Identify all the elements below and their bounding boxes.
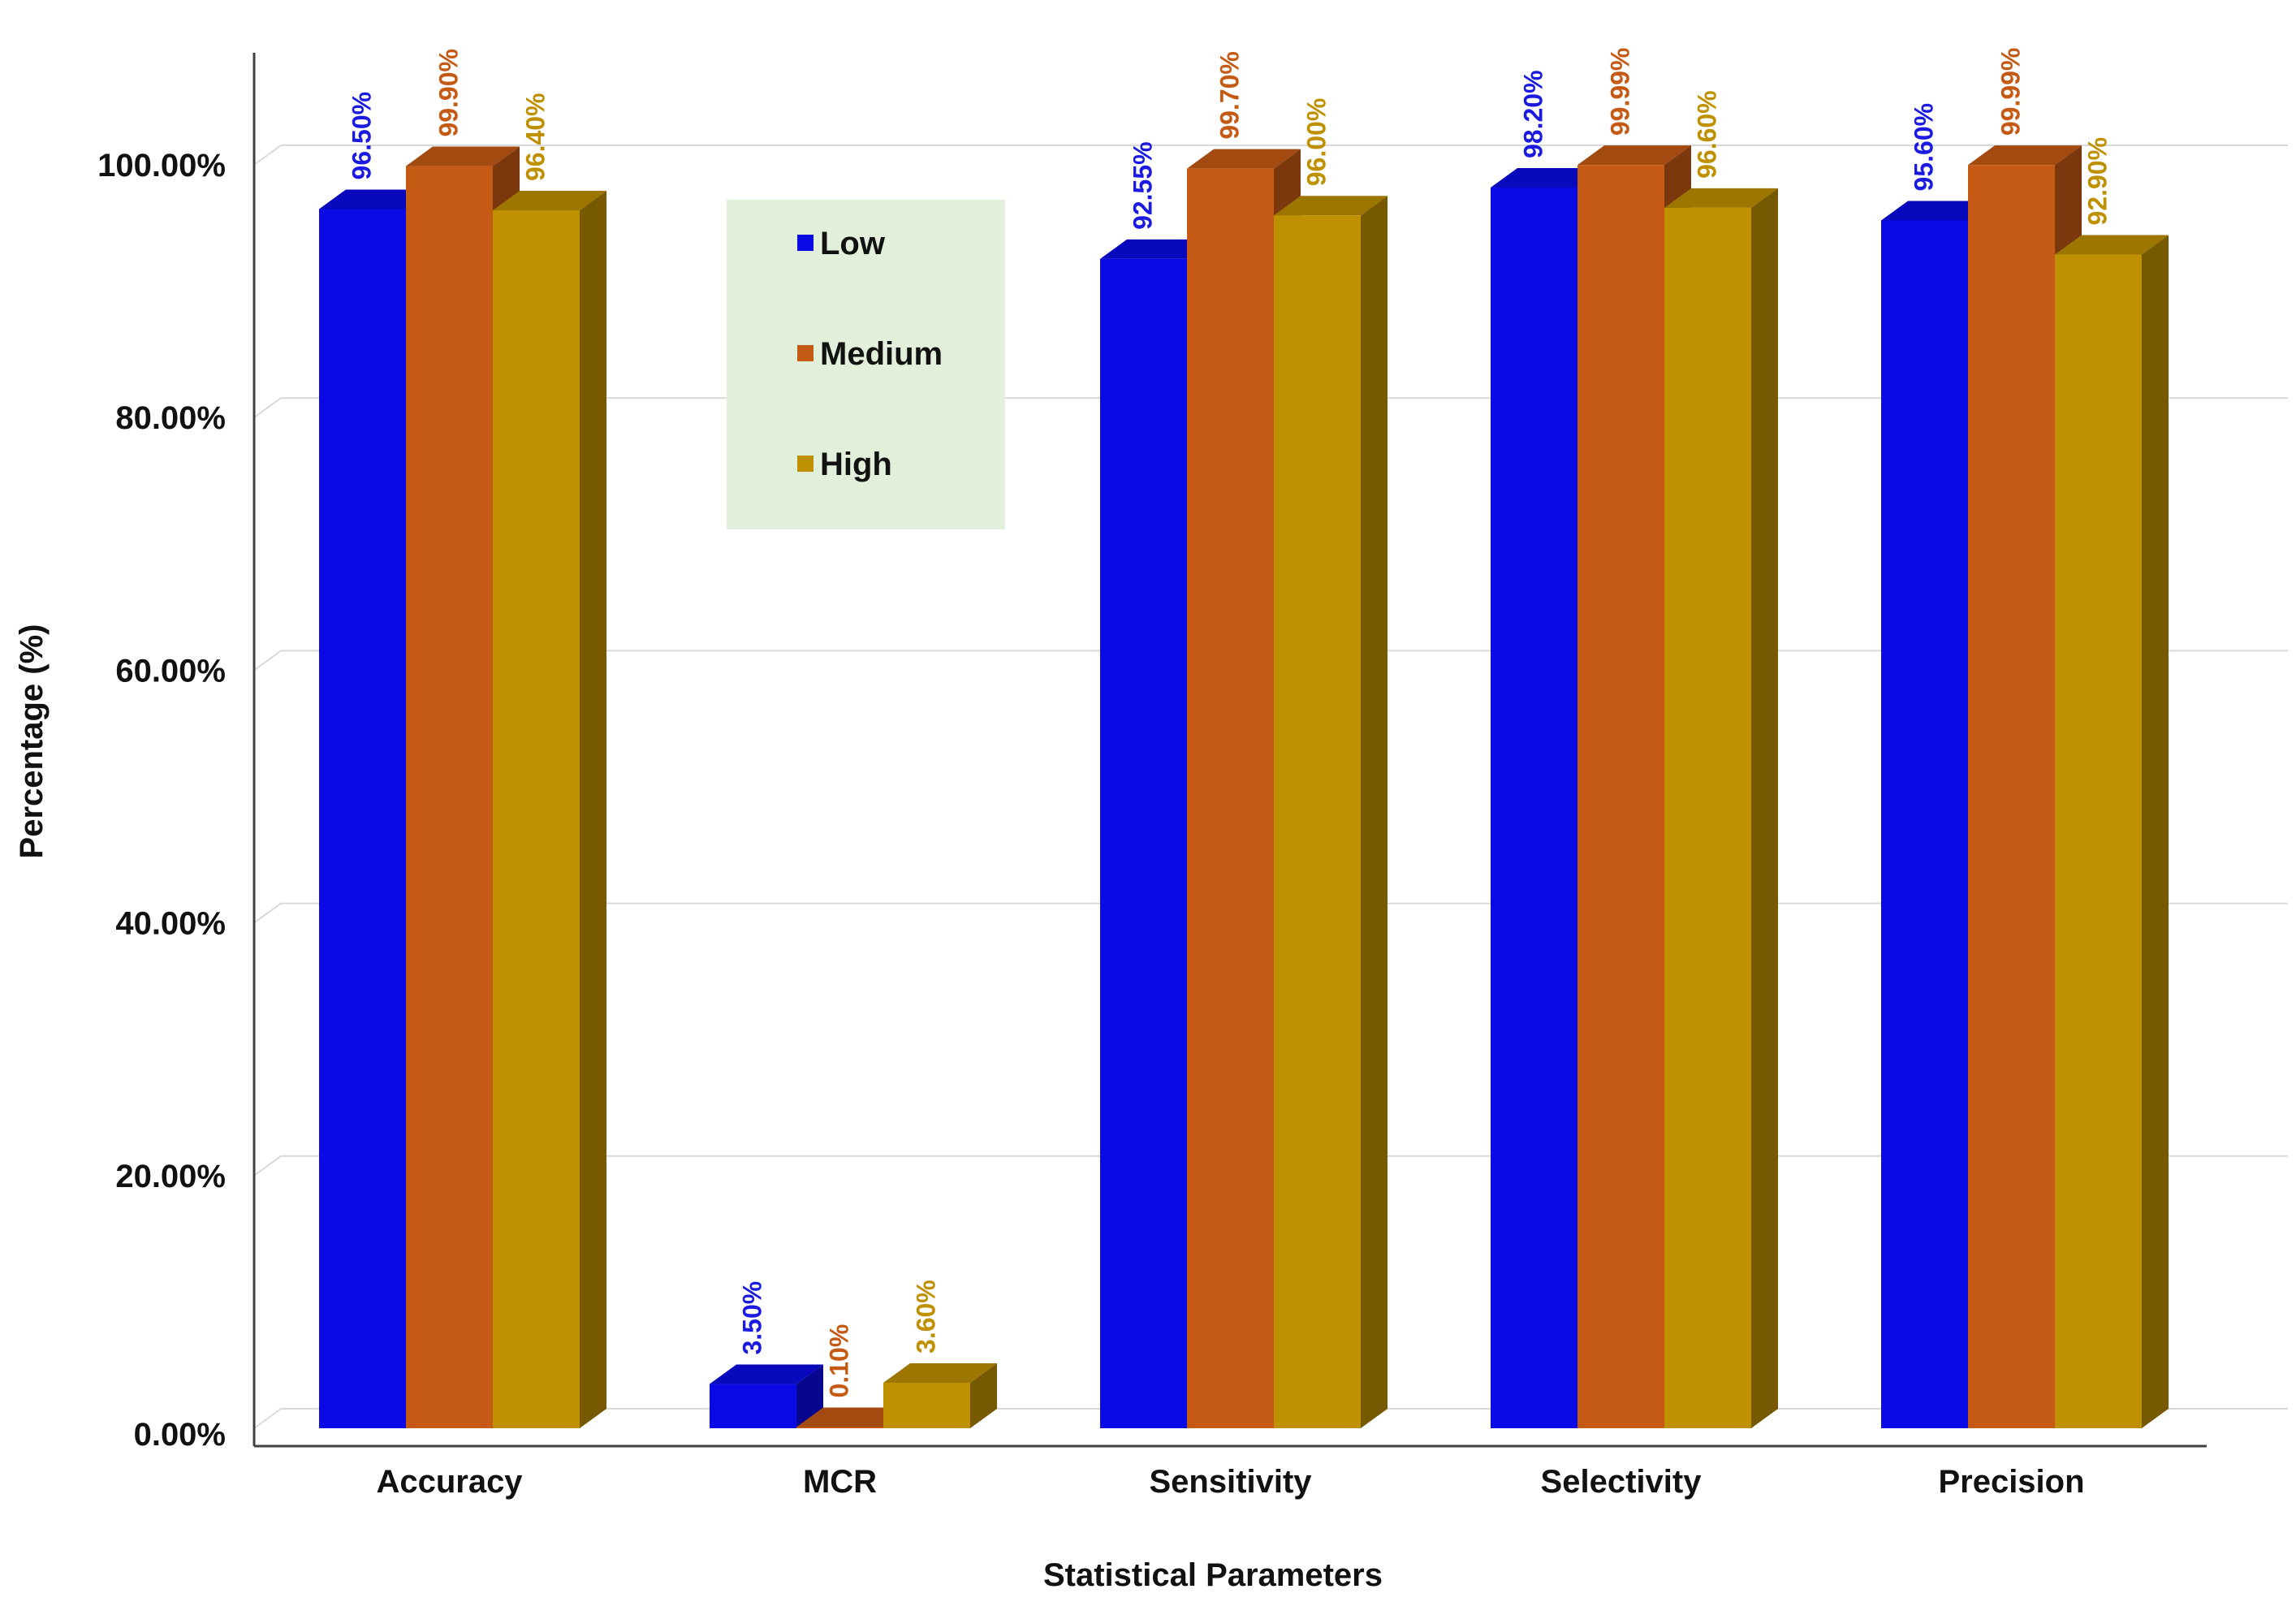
bar-side <box>1751 188 1778 1428</box>
y-tick-label: 20.00% <box>115 1159 226 1194</box>
bar-top <box>1187 149 1301 169</box>
bar-front <box>1664 207 1751 1428</box>
data-label-medium: 99.99% <box>1606 48 1635 136</box>
bar-side <box>970 1362 997 1428</box>
bar-front <box>1100 258 1187 1428</box>
data-label-low: 95.60% <box>1910 103 1939 192</box>
legend-swatch <box>797 456 814 472</box>
bar-front <box>1187 168 1274 1429</box>
bar-front <box>796 1427 883 1428</box>
category-label: Precision <box>1938 1464 2084 1500</box>
legend-label: Medium <box>820 336 943 372</box>
bars <box>319 145 2169 1429</box>
bar-front <box>493 210 580 1428</box>
data-label-medium: 0.10% <box>825 1324 854 1398</box>
legend-label: Low <box>820 226 886 261</box>
legend-items: Low Medium High <box>797 226 943 482</box>
legend-background <box>727 200 1005 529</box>
bar-top <box>1968 145 2082 166</box>
bar-low-mcr <box>710 1364 823 1428</box>
legend-swatch <box>797 345 814 361</box>
bar-front <box>1491 188 1577 1428</box>
bar-top <box>1577 145 1691 166</box>
bar-top <box>1274 196 1388 216</box>
legend-swatch <box>797 235 814 251</box>
bar-top <box>319 189 433 209</box>
bar-high-precision <box>2055 235 2169 1428</box>
bar-top <box>493 191 606 211</box>
data-label-high: 92.90% <box>2083 137 2113 226</box>
bar-side <box>2142 235 2169 1428</box>
y-axis-title: Percentage (%) <box>14 624 50 859</box>
data-label-medium: 99.70% <box>1215 51 1245 140</box>
grid-diagonal <box>253 397 282 419</box>
data-label-high: 3.60% <box>912 1280 941 1354</box>
grid-diagonal <box>253 145 282 166</box>
bar-side <box>580 191 606 1429</box>
axes <box>252 53 2207 1448</box>
bar-top <box>1664 188 1778 208</box>
category-label: Selectivity <box>1541 1464 1703 1500</box>
data-label-high: 96.40% <box>521 93 550 181</box>
bar-top <box>406 146 520 166</box>
bar-front <box>319 209 406 1429</box>
legend: Low Medium High <box>727 200 1005 529</box>
bar-high-mcr <box>883 1362 997 1428</box>
bar-top <box>1881 201 1995 221</box>
bar-side <box>796 1364 823 1428</box>
grid-diagonal <box>253 902 282 924</box>
y-tick-label: 40.00% <box>115 906 226 942</box>
category-labels: Accuracy MCR Sensitivity Selectivity Precisi… <box>376 1464 2084 1500</box>
data-label-medium: 99.90% <box>434 49 464 137</box>
y-tick-label: 60.00% <box>115 653 226 689</box>
y-tick-labels: 0.00% 20.00% 40.00% 60.00% 80.00% 100.00% <box>97 148 226 1453</box>
bar-top <box>1100 239 1214 259</box>
bar-front <box>1274 215 1361 1428</box>
data-label-low: 96.50% <box>347 92 377 180</box>
legend-item-medium: Medium <box>797 336 943 372</box>
bar-top <box>710 1364 823 1384</box>
bar-front <box>710 1384 796 1428</box>
bar-front <box>1881 220 1968 1428</box>
data-label-low: 98.20% <box>1519 70 1548 158</box>
bar-front <box>1577 165 1664 1428</box>
grid-diagonal <box>253 650 282 671</box>
bar-front <box>2055 254 2142 1428</box>
data-label-high: 96.60% <box>1693 90 1722 179</box>
bar-top <box>1491 168 1604 188</box>
bar-top <box>796 1407 910 1427</box>
bar-high-selectivity <box>1664 188 1778 1428</box>
y-tick-label: 0.00% <box>134 1417 226 1453</box>
grid-diagonal <box>253 1408 282 1429</box>
bar-high-sensitivity <box>1274 196 1388 1429</box>
category-label: Accuracy <box>376 1464 523 1500</box>
category-label: Sensitivity <box>1149 1464 1312 1500</box>
bar-front <box>1968 165 2055 1428</box>
data-label-high: 96.00% <box>1302 98 1331 187</box>
legend-label: High <box>820 447 892 482</box>
y-tick-label: 100.00% <box>97 148 226 184</box>
bar-front <box>406 166 493 1428</box>
data-label-low: 92.55% <box>1129 141 1158 230</box>
bar-high-accuracy <box>493 191 606 1429</box>
grid-diagonal <box>253 1155 282 1177</box>
bar-top <box>2055 235 2169 255</box>
bar-top <box>883 1362 997 1383</box>
bar-side <box>1361 196 1388 1429</box>
data-labels: 96.50% 99.90% 96.40% 3.50% 0.10% 3.60% 92.55% 9… <box>347 48 2113 1398</box>
y-tick-label: 80.00% <box>115 400 226 436</box>
bar-front <box>883 1382 970 1428</box>
data-label-low: 3.50% <box>738 1281 767 1355</box>
legend-item-high: High <box>797 447 892 482</box>
category-label: MCR <box>803 1464 877 1500</box>
legend-item-low: Low <box>797 226 886 261</box>
data-label-medium: 99.99% <box>1996 48 2026 136</box>
x-axis-title: Statistical Parameters <box>1043 1557 1383 1593</box>
